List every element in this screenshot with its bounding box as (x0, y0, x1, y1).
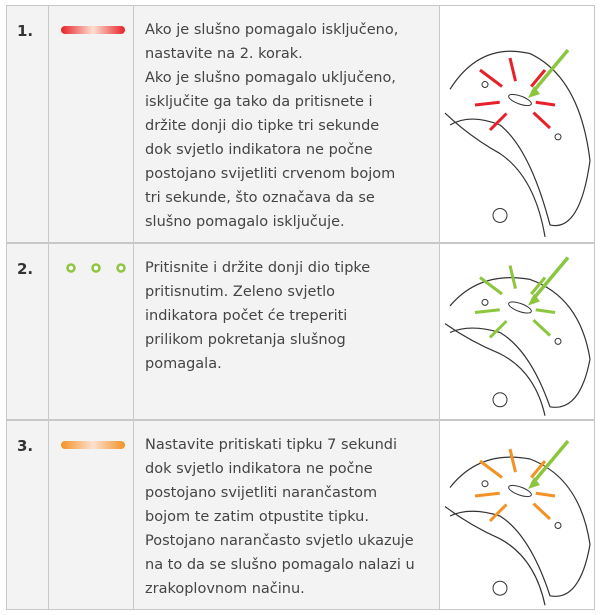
text-line: držite donji dio tipke tri sekunde (145, 118, 380, 134)
step-number: 2. (7, 244, 49, 419)
step-number: 3. (7, 421, 49, 609)
step-text: Nastavite pritiskati tipku 7 sekundi dok … (145, 433, 441, 601)
hearing-aid-illustration (444, 48, 591, 237)
indicator-light (61, 26, 125, 34)
text-line: postojano svijetliti narančastom (145, 485, 378, 501)
text-line: prilikom pokretanja slušnog (145, 332, 346, 348)
step-number: 1. (7, 6, 49, 242)
step-text: Ako je slušno pomagalo isključeno, nastav… (145, 18, 441, 234)
text-line: na to da se slušno pomagalo nalazi u (145, 557, 415, 573)
text-line: Ako je slušno pomagalo isključeno, (145, 22, 399, 38)
step-image (439, 6, 594, 242)
text-line: Postojano narančasto svjetlo ukazuje (145, 533, 414, 549)
indicator (49, 6, 134, 242)
text-line: Pritisnite i držite donji dio tipke (145, 260, 371, 276)
step-row: 3. Nastavite pritiskati tipku 7 sekundi do… (6, 420, 595, 610)
text-line: bojom te zatim otpustite tipku. (145, 509, 369, 525)
step-row: 2. Pritisnite i držite donji dio tipke pri… (6, 243, 595, 420)
text-line: slušno pomagalo isključuje. (145, 214, 345, 230)
indicator (49, 421, 134, 609)
text-line: dok svjetlo indikatora ne počne (145, 461, 373, 477)
text-line: Ako je slušno pomagalo uključeno, (145, 70, 396, 86)
text-line: tri sekunde, što označava da se (145, 190, 375, 206)
text-line: isključite ga tako da pritisnete i (145, 94, 373, 110)
indicator-light (61, 441, 125, 449)
text-line: pomagala. (145, 356, 222, 372)
text-line: dok svjetlo indikatora ne počne (145, 142, 373, 158)
step-image (439, 244, 594, 419)
indicator-dots (66, 263, 126, 273)
indicator (49, 244, 134, 419)
step-text: Pritisnite i držite donji dio tipke priti… (145, 256, 441, 376)
step-image (439, 421, 594, 609)
step-row: 1. Ako je slušno pomagalo isključeno, nast… (6, 5, 595, 243)
text-line: nastavite na 2. korak. (145, 46, 303, 62)
text-line: Nastavite pritiskati tipku 7 sekundi (145, 437, 398, 453)
text-line: postojano svijetliti crvenom bojom (145, 166, 396, 182)
text-line: pritisnutim. Zeleno svjetlo (145, 284, 336, 300)
hearing-aid-illustration (444, 256, 591, 416)
text-line: indikatora počet će treperiti (145, 308, 348, 324)
hearing-aid-illustration (444, 439, 591, 606)
text-line: zrakoplovnom načinu. (145, 581, 305, 597)
